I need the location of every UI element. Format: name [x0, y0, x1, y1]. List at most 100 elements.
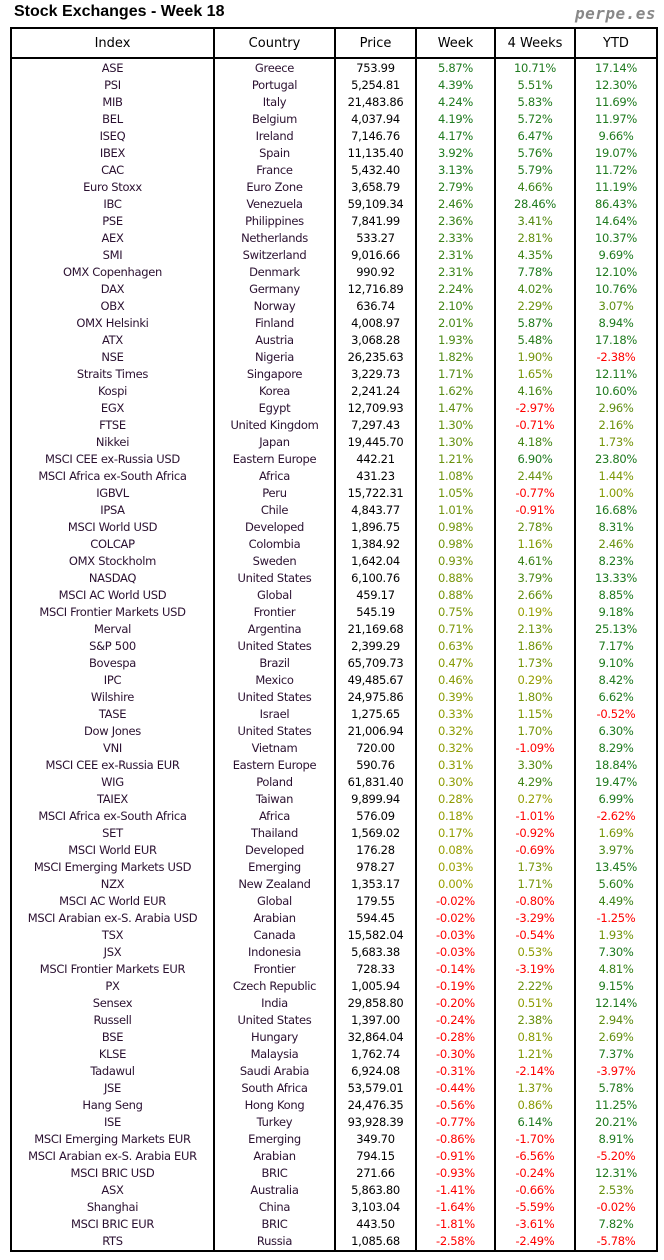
price-cell: 271.66: [334, 1165, 416, 1182]
price-cell: 2,399.29: [334, 638, 416, 655]
table-row: PSE Philippines 7,841.99 2.36% 3.41% 14.64%: [11, 213, 657, 230]
column-header-country[interactable]: Country: [213, 28, 335, 59]
four-week-change-cell: -1.70%: [494, 1131, 575, 1148]
price-cell: 1,569.02: [334, 825, 416, 842]
price-cell: 1,642.04: [334, 553, 416, 570]
index-cell: OMX Copenhagen: [62, 265, 163, 279]
week-change-cell: 1.08%: [415, 468, 495, 485]
index-cell: IBEX: [99, 146, 126, 160]
price-cell: 459.17: [334, 587, 416, 604]
price-cell: 12,716.89: [334, 281, 416, 298]
country-cell: Africa: [213, 808, 335, 825]
ytd-change-cell: 2.94%: [574, 1012, 657, 1029]
price-cell: 15,582.04: [334, 927, 416, 944]
price-cell: 3,658.79: [334, 179, 416, 196]
table-row: MSCI BRIC EUR BRIC 443.50 -1.81% -3.61% 7.82%: [11, 1216, 657, 1233]
table-row: OMX Helsinki Finland 4,008.97 2.01% 5.87% 8.9…: [11, 315, 657, 332]
ytd-change-cell: 9.10%: [574, 655, 657, 672]
country-cell: Emerging: [213, 859, 335, 876]
country-cell: Brazil: [213, 655, 335, 672]
table-row: MSCI Emerging Markets EUR Emerging 349.70-…: [11, 1131, 657, 1148]
page-title: Stock Exchanges - Week 18: [14, 3, 225, 20]
stock-exchanges-table: Index Country Price Week 4 Weeks YTD ASE…: [10, 27, 658, 1252]
four-week-change-cell: 3.30%: [494, 757, 575, 774]
country-cell: BRIC: [213, 1165, 335, 1182]
four-week-change-cell: 4.61%: [494, 553, 575, 570]
table-row: IPC Mexico 49,485.67 0.46% 0.29% 8.42%: [11, 672, 657, 689]
price-cell: 1,397.00: [334, 1012, 416, 1029]
index-cell: IPSA: [100, 503, 125, 517]
four-week-change-cell: -1.01%: [494, 808, 575, 825]
index-cell: ASX: [101, 1183, 124, 1197]
price-cell: 1,353.17: [334, 876, 416, 893]
ytd-change-cell: -3.97%: [574, 1063, 657, 1080]
table-row: Bovespa Brazil 65,709.73 0.47% 1.73% 9.10%: [11, 655, 657, 672]
ytd-change-cell: 11.69%: [574, 94, 657, 111]
column-header-price[interactable]: Price: [334, 28, 416, 59]
country-cell: Czech Republic: [213, 978, 335, 995]
country-cell: Venezuela: [213, 196, 335, 213]
index-cell: SMI: [102, 248, 123, 262]
price-cell: 26,235.63: [334, 349, 416, 366]
country-cell: United States: [213, 570, 335, 587]
price-cell: 576.09: [334, 808, 416, 825]
table-row: IPSA Chile 4,843.77 1.01% -0.91% 16.68%: [11, 502, 657, 519]
country-cell: Eastern Europe: [213, 451, 335, 468]
price-cell: 3,068.28: [334, 332, 416, 349]
index-cell: NASDAQ: [88, 571, 137, 585]
week-change-cell: -2.58%: [415, 1233, 495, 1251]
ytd-change-cell: 14.64%: [574, 213, 657, 230]
ytd-change-cell: 2.53%: [574, 1182, 657, 1199]
table-row: MSCI CEE ex-Russia USD Eastern Europe 442.…: [11, 451, 657, 468]
ytd-change-cell: -0.02%: [574, 1199, 657, 1216]
four-week-change-cell: -0.71%: [494, 417, 575, 434]
ytd-change-cell: 19.07%: [574, 145, 657, 162]
table-body: ASE Greece 753.99 5.87% 10.71% 17.14% PSI Portu…: [11, 58, 657, 1251]
price-cell: 21,006.94: [334, 723, 416, 740]
four-week-change-cell: 1.21%: [494, 1046, 575, 1063]
index-cell: Nikkei: [95, 435, 130, 449]
four-week-change-cell: -2.97%: [494, 400, 575, 417]
index-cell: TASE: [98, 707, 127, 721]
ytd-change-cell: -2.38%: [574, 349, 657, 366]
table-row: JSX Indonesia 5,683.38 -0.03% 0.53% 7.30%: [11, 944, 657, 961]
week-change-cell: 4.24%: [415, 94, 495, 111]
week-change-cell: 0.33%: [415, 706, 495, 723]
four-week-change-cell: 1.90%: [494, 349, 575, 366]
ytd-change-cell: 17.14%: [574, 58, 657, 77]
country-cell: Global: [213, 893, 335, 910]
column-header-week[interactable]: Week: [415, 28, 495, 59]
ytd-change-cell: 16.68%: [574, 502, 657, 519]
price-cell: 11,135.40: [334, 145, 416, 162]
country-cell: Argentina: [213, 621, 335, 638]
index-cell: IBC: [103, 197, 122, 211]
index-cell: MSCI Arabian ex-S. Arabia USD: [27, 911, 198, 925]
ytd-change-cell: 6.62%: [574, 689, 657, 706]
table-row: TSX Canada 15,582.04 -0.03% -0.54% 1.93%: [11, 927, 657, 944]
table-row: Sensex India 29,858.80 -0.20% 0.51% 12.14%: [11, 995, 657, 1012]
price-cell: 4,008.97: [334, 315, 416, 332]
country-cell: India: [213, 995, 335, 1012]
price-cell: 6,924.08: [334, 1063, 416, 1080]
column-header-ytd[interactable]: YTD: [574, 28, 657, 59]
four-week-change-cell: 5.76%: [494, 145, 575, 162]
country-cell: Arabian: [213, 1148, 335, 1165]
price-cell: 49,485.67: [334, 672, 416, 689]
ytd-change-cell: 19.47%: [574, 774, 657, 791]
index-cell: SET: [102, 826, 123, 840]
country-cell: Taiwan: [213, 791, 335, 808]
four-week-change-cell: -3.61%: [494, 1216, 575, 1233]
four-week-change-cell: -3.19%: [494, 961, 575, 978]
week-change-cell: 1.30%: [415, 434, 495, 451]
ytd-change-cell: 12.31%: [574, 1165, 657, 1182]
four-week-change-cell: 1.16%: [494, 536, 575, 553]
country-cell: Euro Zone: [213, 179, 335, 196]
country-cell: Sweden: [213, 553, 335, 570]
country-cell: Canada: [213, 927, 335, 944]
column-header-4-weeks[interactable]: 4 Weeks: [494, 28, 575, 59]
index-cell: MSCI CEE ex-Russia USD: [45, 452, 180, 466]
index-cell: Sensex: [92, 996, 133, 1010]
column-header-index[interactable]: Index: [11, 28, 214, 59]
country-cell: Nigeria: [213, 349, 335, 366]
brand-watermark: perpe.es: [574, 4, 656, 23]
